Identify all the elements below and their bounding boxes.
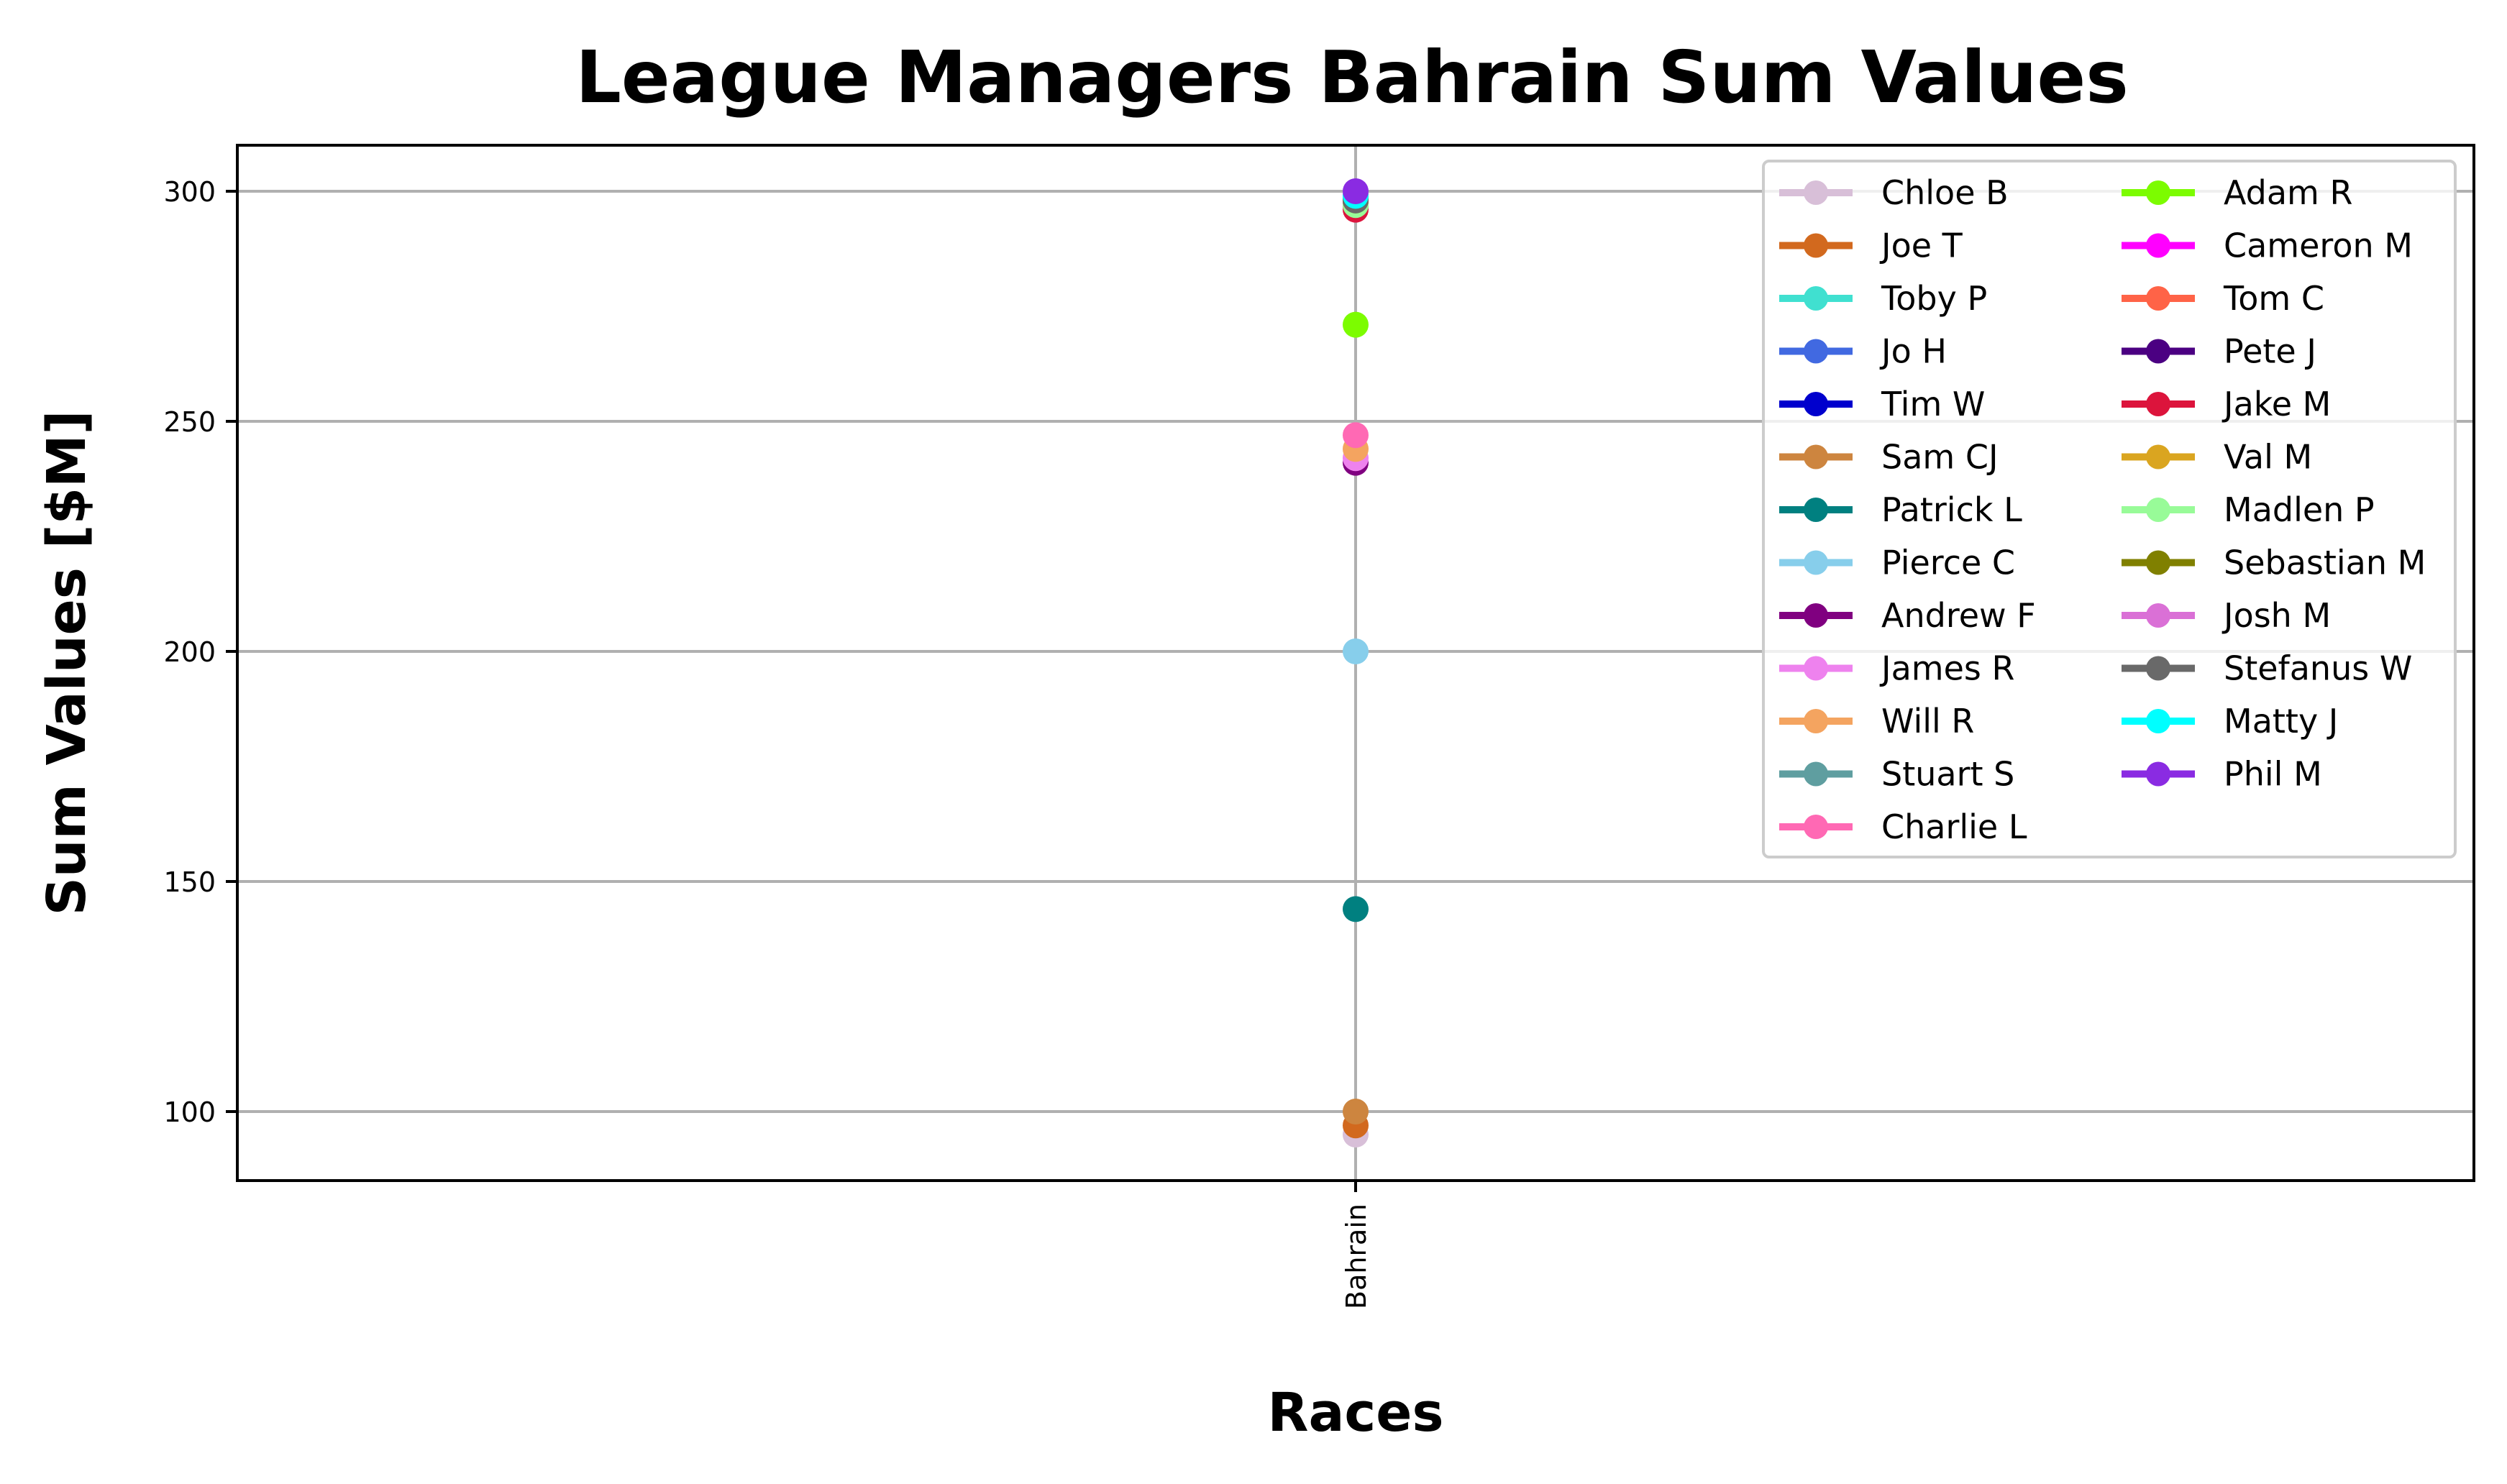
y-axis-label: Sum Values [$M] xyxy=(36,411,98,916)
legend-label: Tim W xyxy=(1881,385,1985,423)
legend-label: Tom C xyxy=(2223,279,2324,318)
legend-entry: Stuart S xyxy=(1779,755,2014,794)
legend-marker xyxy=(1804,444,1828,470)
y-tick-label: 150 xyxy=(163,866,216,898)
chart-title: League Managers Bahrain Sum Values xyxy=(575,35,2129,119)
legend-marker xyxy=(2146,286,2170,311)
legend-label: Matty J xyxy=(2224,702,2338,741)
legend-entry: Will R xyxy=(1779,702,1974,741)
data-point xyxy=(1343,422,1369,449)
legend-entry: James R xyxy=(1779,649,2014,688)
legend-label: Stefanus W xyxy=(2224,649,2412,688)
legend-entry: Tom C xyxy=(2122,279,2324,318)
legend-marker xyxy=(2146,498,2170,522)
legend-label: Will R xyxy=(1881,702,1974,741)
legend-label: Andrew F xyxy=(1881,596,2036,635)
legend-marker xyxy=(1804,550,1828,575)
legend-marker xyxy=(1804,286,1828,311)
legend-marker xyxy=(2146,444,2170,470)
legend-label: Pete J xyxy=(2224,332,2316,371)
data-point xyxy=(1343,896,1369,922)
legend-marker xyxy=(1804,709,1828,733)
legend-entry: Sam CJ xyxy=(1779,438,1999,477)
legend-marker xyxy=(2146,656,2170,681)
legend-entry: Pete J xyxy=(2122,332,2316,371)
legend-entry: Patrick L xyxy=(1779,490,2022,529)
y-tick-label: 100 xyxy=(163,1096,216,1128)
legend-label: Cameron M xyxy=(2224,226,2413,265)
legend-entry: Charlie L xyxy=(1779,807,2027,846)
legend-label: Patrick L xyxy=(1881,490,2022,529)
legend-entry: Matty J xyxy=(2122,702,2338,741)
legend-entry: Chloe B xyxy=(1779,173,2009,212)
legend-label: Sebastian M xyxy=(2224,544,2426,582)
legend-label: Pierce C xyxy=(1881,544,2015,582)
legend-marker xyxy=(1804,498,1828,522)
legend-entry: Madlen P xyxy=(2122,490,2375,529)
legend-marker xyxy=(1804,392,1828,416)
legend-entry: Josh M xyxy=(2122,596,2331,635)
x-axis-label: Races xyxy=(1267,1382,1443,1444)
legend-label: Stuart S xyxy=(1881,755,2014,794)
legend-label: Joe T xyxy=(1879,226,1963,265)
legend-label: Chloe B xyxy=(1881,173,2009,212)
legend-marker xyxy=(2146,550,2170,575)
legend-marker xyxy=(2146,709,2170,733)
legend-marker xyxy=(2146,180,2170,205)
legend-marker xyxy=(1804,761,1828,787)
legend-label: Sam CJ xyxy=(1881,438,1999,477)
legend-entry: Toby P xyxy=(1779,279,1987,318)
data-points xyxy=(1343,178,1369,1148)
legend-entry: Andrew F xyxy=(1779,596,2036,635)
legend-label: James R xyxy=(1879,649,2014,688)
legend-label: Jo H xyxy=(1879,332,1947,371)
legend-box xyxy=(1762,160,2457,858)
data-point xyxy=(1343,311,1369,338)
legend-entry: Sebastian M xyxy=(2122,544,2426,582)
data-point xyxy=(1343,638,1369,664)
legend-marker xyxy=(2146,392,2170,416)
plot-frame xyxy=(236,144,2475,1182)
y-tick-label: 300 xyxy=(163,176,216,208)
axes: 100 150 200 250 300 Bahrain xyxy=(163,176,1372,1309)
legend-entry: Joe T xyxy=(1779,226,1963,265)
legend-marker xyxy=(2146,233,2170,258)
legend-entry: Tim W xyxy=(1779,385,1985,423)
y-tick-label: 250 xyxy=(163,406,216,438)
legend-label: Val M xyxy=(2224,438,2312,477)
legend-marker xyxy=(1804,180,1828,205)
legend-marker xyxy=(1804,233,1828,258)
legend-entry: Jo H xyxy=(1779,332,1947,371)
legend-entry: Jake M xyxy=(2122,385,2331,423)
data-point xyxy=(1343,178,1369,204)
legend-marker xyxy=(1804,339,1828,364)
legend-label: Phil M xyxy=(2224,755,2322,794)
legend-entry: Pierce C xyxy=(1779,544,2015,582)
legend-label: Madlen P xyxy=(2224,490,2375,529)
legend-label: Josh M xyxy=(2221,596,2331,635)
legend-entry: Cameron M xyxy=(2122,226,2413,265)
legend-label: Toby P xyxy=(1881,279,1987,318)
legend-label: Adam R xyxy=(2224,173,2352,212)
legend-marker xyxy=(2146,761,2170,787)
data-point xyxy=(1343,1099,1369,1125)
legend-marker xyxy=(2146,603,2170,628)
legend-label: Charlie L xyxy=(1881,807,2027,846)
legend-marker xyxy=(1804,815,1828,839)
legend-marker xyxy=(1804,656,1828,681)
legend-marker xyxy=(1804,603,1828,628)
legend-entry: Stefanus W xyxy=(2122,649,2412,688)
y-tick-label: 200 xyxy=(163,636,216,668)
legend-entry: Val M xyxy=(2122,438,2312,477)
x-tick-label: Bahrain xyxy=(1341,1204,1372,1309)
legend-label: Jake M xyxy=(2221,385,2331,423)
legend-marker xyxy=(2146,339,2170,364)
legend-entry: Phil M xyxy=(2122,755,2322,794)
legend-entry: Adam R xyxy=(2122,173,2352,212)
legend: Chloe B Joe T Toby P Jo H Tim W Sam CJ Patrick… xyxy=(1762,160,2457,858)
